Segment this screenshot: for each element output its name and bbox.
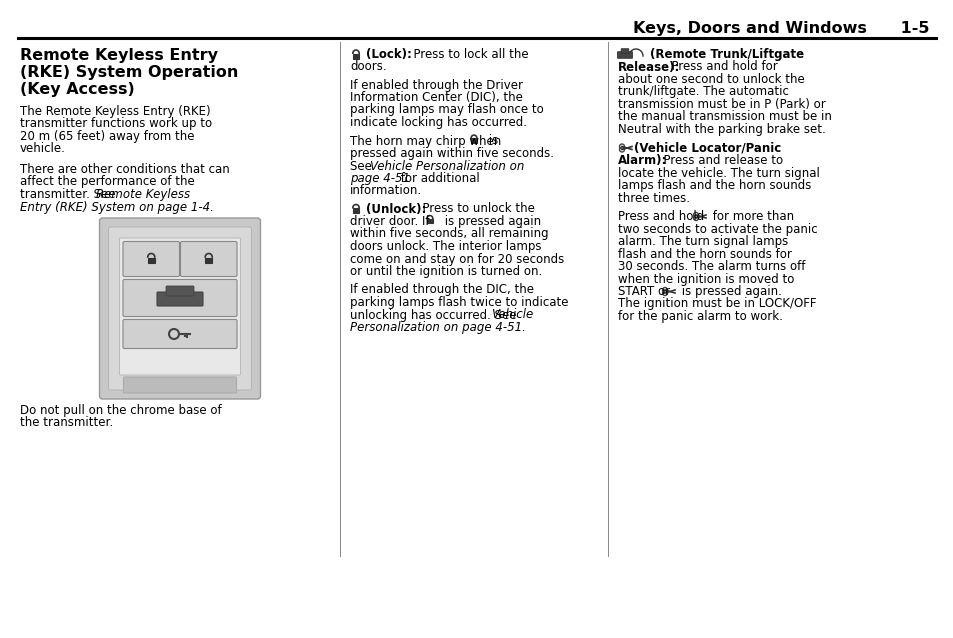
FancyBboxPatch shape: [166, 286, 193, 296]
Text: Remote Keyless Entry: Remote Keyless Entry: [20, 48, 218, 63]
FancyBboxPatch shape: [123, 377, 236, 393]
Text: (Remote Trunk/Liftgate: (Remote Trunk/Liftgate: [649, 48, 803, 61]
Text: page 4-51: page 4-51: [350, 172, 410, 185]
Text: indicate locking has occurred.: indicate locking has occurred.: [350, 116, 526, 129]
Text: about one second to unlock the: about one second to unlock the: [618, 73, 804, 86]
Text: two seconds to activate the panic: two seconds to activate the panic: [618, 223, 817, 235]
Text: (Lock):: (Lock):: [366, 48, 412, 61]
FancyBboxPatch shape: [99, 218, 260, 399]
Bar: [471, 138, 476, 143]
Text: three times.: three times.: [618, 191, 689, 205]
Text: The Remote Keyless Entry (RKE): The Remote Keyless Entry (RKE): [20, 105, 211, 118]
Text: If enabled through the DIC, the: If enabled through the DIC, the: [350, 283, 534, 297]
Text: 30 seconds. The alarm turns off: 30 seconds. The alarm turns off: [618, 260, 804, 273]
Text: doors unlock. The interior lamps: doors unlock. The interior lamps: [350, 240, 541, 253]
Text: vehicle.: vehicle.: [20, 142, 66, 156]
Text: alarm. The turn signal lamps: alarm. The turn signal lamps: [618, 235, 787, 248]
Text: for the panic alarm to work.: for the panic alarm to work.: [618, 310, 782, 323]
Text: pressed again within five seconds.: pressed again within five seconds.: [350, 147, 554, 160]
Text: Press to unlock the: Press to unlock the: [415, 202, 535, 216]
Text: Press and release to: Press and release to: [656, 154, 782, 167]
Text: for additional: for additional: [396, 172, 479, 185]
FancyBboxPatch shape: [180, 242, 236, 276]
Text: Release):: Release):: [618, 61, 679, 73]
Text: (Key Access): (Key Access): [20, 82, 134, 97]
Text: (Unlock):: (Unlock):: [366, 202, 426, 216]
Text: The horn may chirp when: The horn may chirp when: [350, 135, 504, 147]
Text: See: See: [350, 160, 375, 172]
Text: parking lamps may flash once to: parking lamps may flash once to: [350, 103, 543, 117]
Text: for more than: for more than: [708, 210, 793, 223]
Text: If enabled through the Driver: If enabled through the Driver: [350, 78, 522, 91]
Text: START or: START or: [618, 285, 673, 298]
Text: the transmitter.: the transmitter.: [20, 417, 113, 429]
Text: 20 m (65 feet) away from the: 20 m (65 feet) away from the: [20, 130, 194, 143]
Text: lamps flash and the horn sounds: lamps flash and the horn sounds: [618, 179, 810, 192]
Text: information.: information.: [350, 184, 421, 198]
Text: is pressed again.: is pressed again.: [678, 285, 781, 298]
Text: Do not pull on the chrome base of: Do not pull on the chrome base of: [20, 404, 221, 417]
FancyBboxPatch shape: [620, 48, 628, 54]
Text: Vehicle Personalization on: Vehicle Personalization on: [370, 160, 524, 172]
Text: (Vehicle Locator/Panic: (Vehicle Locator/Panic: [634, 142, 781, 154]
Text: within five seconds, all remaining: within five seconds, all remaining: [350, 228, 548, 241]
Text: Press to lock all the: Press to lock all the: [406, 48, 528, 61]
Text: doors.: doors.: [350, 61, 386, 73]
Text: flash and the horn sounds for: flash and the horn sounds for: [618, 248, 791, 260]
Text: Press and hold: Press and hold: [618, 210, 707, 223]
Text: Vehicle: Vehicle: [491, 309, 533, 322]
Text: Remote Keyless: Remote Keyless: [96, 188, 190, 201]
FancyBboxPatch shape: [123, 242, 179, 276]
Text: Neutral with the parking brake set.: Neutral with the parking brake set.: [618, 123, 825, 136]
Text: come on and stay on for 20 seconds: come on and stay on for 20 seconds: [350, 253, 563, 265]
Bar: [205, 258, 212, 263]
Text: when the ignition is moved to: when the ignition is moved to: [618, 272, 794, 285]
FancyBboxPatch shape: [617, 52, 632, 58]
Text: the manual transmission must be in: the manual transmission must be in: [618, 110, 831, 124]
Bar: [353, 54, 358, 59]
Text: parking lamps flash twice to indicate: parking lamps flash twice to indicate: [350, 296, 568, 309]
Text: trunk/liftgate. The automatic: trunk/liftgate. The automatic: [618, 85, 788, 98]
Text: or until the ignition is turned on.: or until the ignition is turned on.: [350, 265, 541, 278]
Text: locate the vehicle. The turn signal: locate the vehicle. The turn signal: [618, 167, 819, 179]
Text: is pressed again: is pressed again: [440, 215, 540, 228]
Text: Alarm):: Alarm):: [618, 154, 667, 167]
Text: Press and hold for: Press and hold for: [663, 61, 777, 73]
Text: There are other conditions that can: There are other conditions that can: [20, 163, 230, 176]
Bar: [148, 258, 154, 263]
FancyBboxPatch shape: [119, 238, 240, 375]
Text: The ignition must be in LOCK/OFF: The ignition must be in LOCK/OFF: [618, 297, 816, 311]
Text: is: is: [484, 135, 497, 147]
Text: Keys, Doors and Windows      1-5: Keys, Doors and Windows 1-5: [633, 21, 929, 36]
Text: unlocking has occurred. See: unlocking has occurred. See: [350, 309, 519, 322]
FancyBboxPatch shape: [157, 292, 203, 306]
Bar: [427, 219, 433, 223]
Text: affect the performance of the: affect the performance of the: [20, 175, 194, 188]
Text: transmitter functions work up to: transmitter functions work up to: [20, 117, 212, 131]
FancyBboxPatch shape: [109, 227, 252, 390]
Text: (RKE) System Operation: (RKE) System Operation: [20, 65, 238, 80]
Text: driver door. If: driver door. If: [350, 215, 433, 228]
Text: Personalization on page 4-51.: Personalization on page 4-51.: [350, 321, 525, 334]
Text: transmitter. See: transmitter. See: [20, 188, 119, 201]
Bar: [353, 208, 358, 213]
Text: transmission must be in P (Park) or: transmission must be in P (Park) or: [618, 98, 825, 111]
Text: Information Center (DIC), the: Information Center (DIC), the: [350, 91, 522, 104]
FancyBboxPatch shape: [123, 320, 236, 348]
Text: Entry (RKE) System on page 1-4.: Entry (RKE) System on page 1-4.: [20, 200, 213, 214]
FancyBboxPatch shape: [123, 279, 236, 316]
